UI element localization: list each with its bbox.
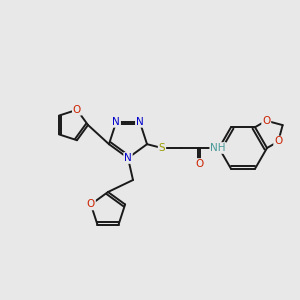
Text: O: O	[196, 159, 204, 169]
Text: S: S	[159, 143, 165, 153]
Text: N: N	[124, 153, 132, 163]
Text: O: O	[262, 116, 270, 126]
Text: N: N	[112, 117, 120, 127]
Text: NH: NH	[210, 143, 226, 153]
Text: O: O	[274, 136, 282, 146]
Text: O: O	[73, 105, 81, 115]
Text: N: N	[136, 117, 144, 127]
Text: O: O	[87, 200, 95, 209]
